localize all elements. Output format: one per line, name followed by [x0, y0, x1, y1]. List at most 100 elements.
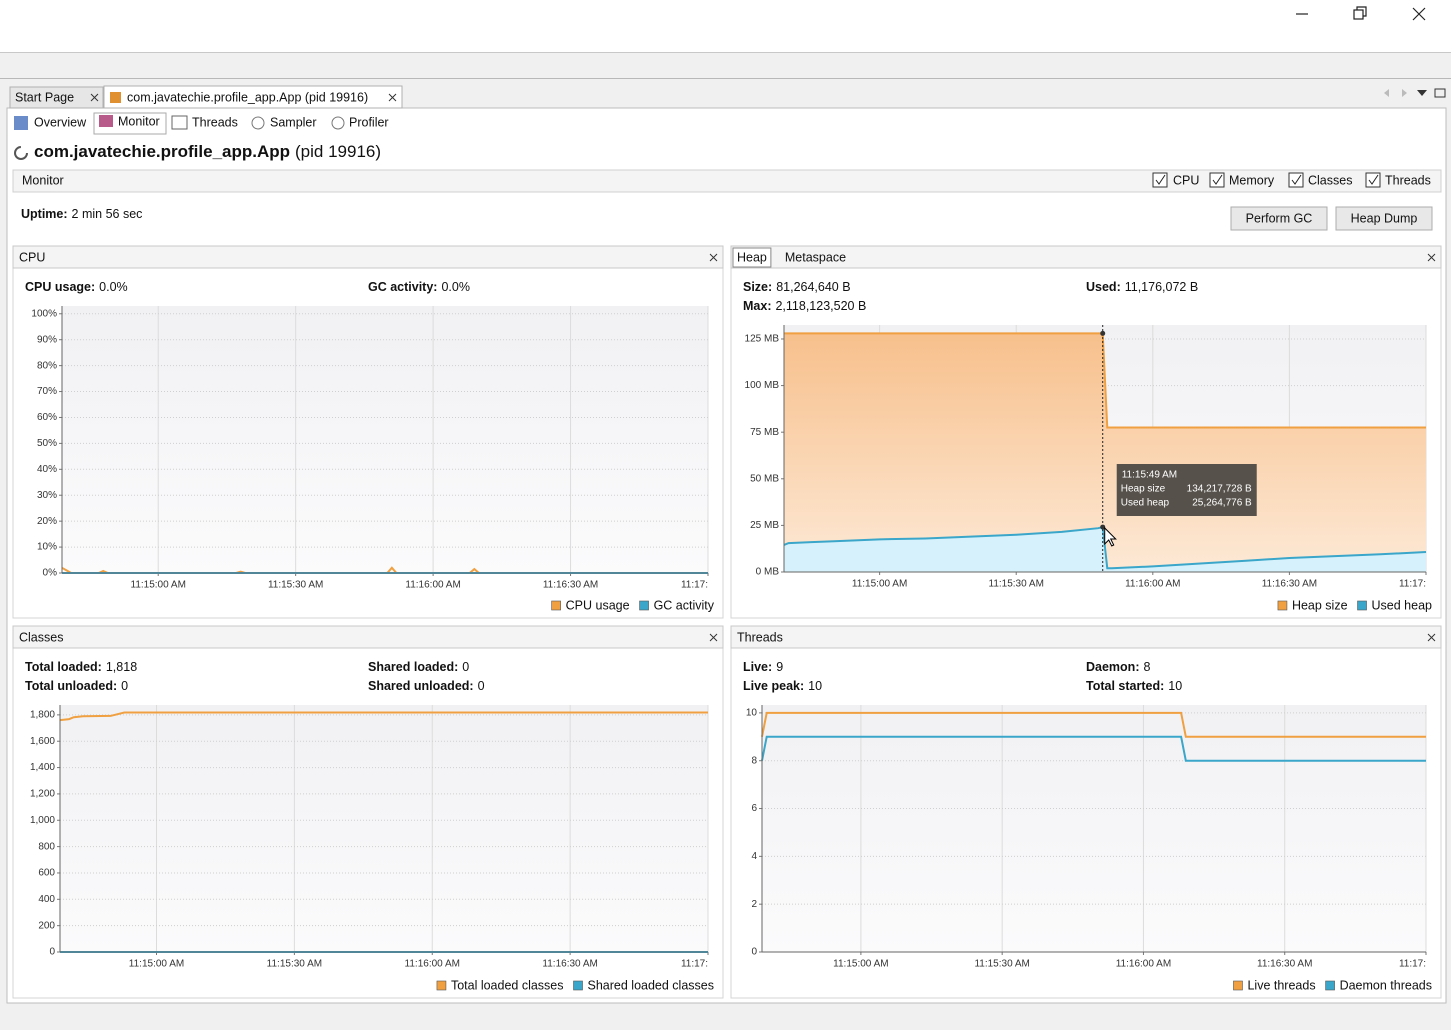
app-name: com.javatechie.profile_app.App [34, 142, 290, 161]
plot-area [762, 705, 1426, 952]
subtab-label[interactable]: Threads [192, 115, 238, 129]
panel-close[interactable] [1427, 633, 1436, 642]
y-tick-label: 4 [751, 851, 757, 862]
y-tick-label: 80% [37, 360, 57, 371]
tab-nav[interactable] [1384, 88, 1446, 98]
checkbox-group[interactable]: CPU Memory Classes Threads [1152, 172, 1431, 188]
tab-close[interactable] [90, 93, 99, 102]
nav-right[interactable] [1402, 89, 1407, 97]
threads-icon [171, 115, 188, 130]
stat-value: 10 [808, 679, 822, 693]
panel-tab[interactable]: Heap [737, 250, 767, 264]
stat-label: CPU usage: [25, 280, 95, 294]
tab-label[interactable]: Start Page [15, 90, 74, 104]
profiler-icon [331, 116, 345, 130]
subtab-label[interactable]: Monitor [118, 114, 160, 128]
y-tick-label: 0 MB [756, 567, 780, 578]
stat-label: Shared unloaded: [368, 679, 474, 693]
tab-active[interactable] [103, 85, 403, 109]
legend-swatch [1357, 600, 1367, 611]
stat: Shared unloaded: 0 [368, 679, 485, 693]
y-tick-label: 0% [43, 568, 58, 579]
nav-left[interactable] [1384, 89, 1389, 97]
subtab-label[interactable]: Overview [34, 115, 87, 129]
stat-label: Used: [1086, 280, 1121, 294]
legend-label: Total loaded classes [451, 978, 564, 992]
y-tick-label: 2 [751, 899, 757, 910]
legend-swatch [436, 980, 447, 991]
y-tick-label: 8 [751, 755, 757, 766]
uptime: Uptime: 2 min 56 sec [21, 207, 142, 221]
tooltip-label: Heap size [1121, 484, 1166, 495]
y-tick-label: 70% [37, 386, 57, 397]
checkbox-label[interactable]: Memory [1229, 173, 1275, 187]
stat: CPU usage: 0.0% [25, 280, 128, 294]
tooltip-value: 134,217,728 B [1187, 484, 1252, 495]
stat-label: Total unloaded: [25, 679, 117, 693]
x-tick-label: 11:16:00 AM [405, 959, 460, 970]
panel-close[interactable] [709, 253, 718, 262]
plot-area [60, 705, 708, 952]
button-label[interactable]: Heap Dump [1351, 211, 1418, 225]
subtab-label[interactable]: Profiler [349, 115, 389, 129]
stat: Daemon: 8 [1086, 660, 1150, 674]
uptime-value: 2 min 56 sec [72, 207, 143, 221]
window-controls[interactable] [1296, 6, 1426, 21]
button[interactable] [1335, 206, 1433, 231]
stat-label: Max: [743, 299, 771, 313]
panel-close[interactable] [1427, 253, 1436, 262]
stat-value: 9 [776, 660, 783, 674]
panel-tab-active[interactable] [732, 247, 772, 268]
uptime-label: Uptime: [21, 207, 68, 221]
stat-label: Total started: [1086, 679, 1164, 693]
area-fill [784, 333, 1426, 572]
tooltip [1116, 464, 1257, 516]
panel-tab: CPU [19, 250, 45, 264]
check [1155, 174, 1166, 185]
stat-value: 0 [462, 660, 469, 674]
tab-label[interactable]: com.javatechie.profile_app.App (pid 1991… [127, 90, 368, 104]
nav-menu[interactable] [1417, 90, 1427, 96]
nav-maximize[interactable] [1434, 88, 1446, 98]
panel-close[interactable] [709, 633, 718, 642]
app-pid: (pid 19916) [295, 142, 381, 161]
panel-tab[interactable]: Metaspace [785, 250, 846, 264]
checkbox-label[interactable]: CPU [1173, 173, 1199, 187]
legend-swatch [573, 980, 583, 991]
panel-header [12, 625, 724, 649]
legend-swatch [639, 600, 649, 611]
checkbox-label[interactable]: Classes [1308, 173, 1352, 187]
y-tick-label: 20% [37, 516, 57, 527]
y-tick-label: 0 [751, 947, 757, 958]
legend-label: CPU usage [566, 598, 630, 612]
button-label[interactable]: Perform GC [1246, 211, 1313, 225]
button[interactable] [1230, 206, 1328, 231]
tab-close[interactable] [388, 93, 397, 102]
stat: GC activity: 0.0% [368, 280, 470, 294]
tab[interactable] [9, 86, 104, 109]
x-tick-label: 11:17: [681, 580, 708, 591]
stat-label: Live: [743, 660, 772, 674]
panel: CPU CPU usage: 0.0% GC activity: 0.0% 11:15:0… [12, 245, 724, 619]
close[interactable] [1412, 7, 1426, 21]
legend-label: Used heap [1372, 598, 1433, 612]
y-tick-label: 50 MB [750, 473, 779, 484]
y-tick-label: 50% [37, 438, 57, 449]
y-tick-label: 25 MB [750, 520, 779, 531]
panel: Classes Total loaded: 1,818 Shared loaded: 0… [12, 625, 724, 999]
legend-label: Shared loaded classes [588, 978, 714, 992]
series-line [761, 711, 1426, 738]
monitor-icon [99, 115, 113, 127]
x-tick-label: 11:17: [1399, 959, 1426, 970]
stat: Total loaded: 1,818 [25, 660, 137, 674]
y-tick-label: 100% [31, 308, 57, 319]
checkbox-label[interactable]: Threads [1385, 173, 1431, 187]
restore[interactable] [1353, 9, 1364, 20]
subtab-label[interactable]: Sampler [270, 115, 317, 129]
y-tick-label: 1,600 [30, 736, 55, 747]
y-tick-label: 0 [49, 947, 55, 958]
tooltip-point [1100, 330, 1106, 336]
x-tick-label: 11:16:00 AM [405, 580, 460, 591]
